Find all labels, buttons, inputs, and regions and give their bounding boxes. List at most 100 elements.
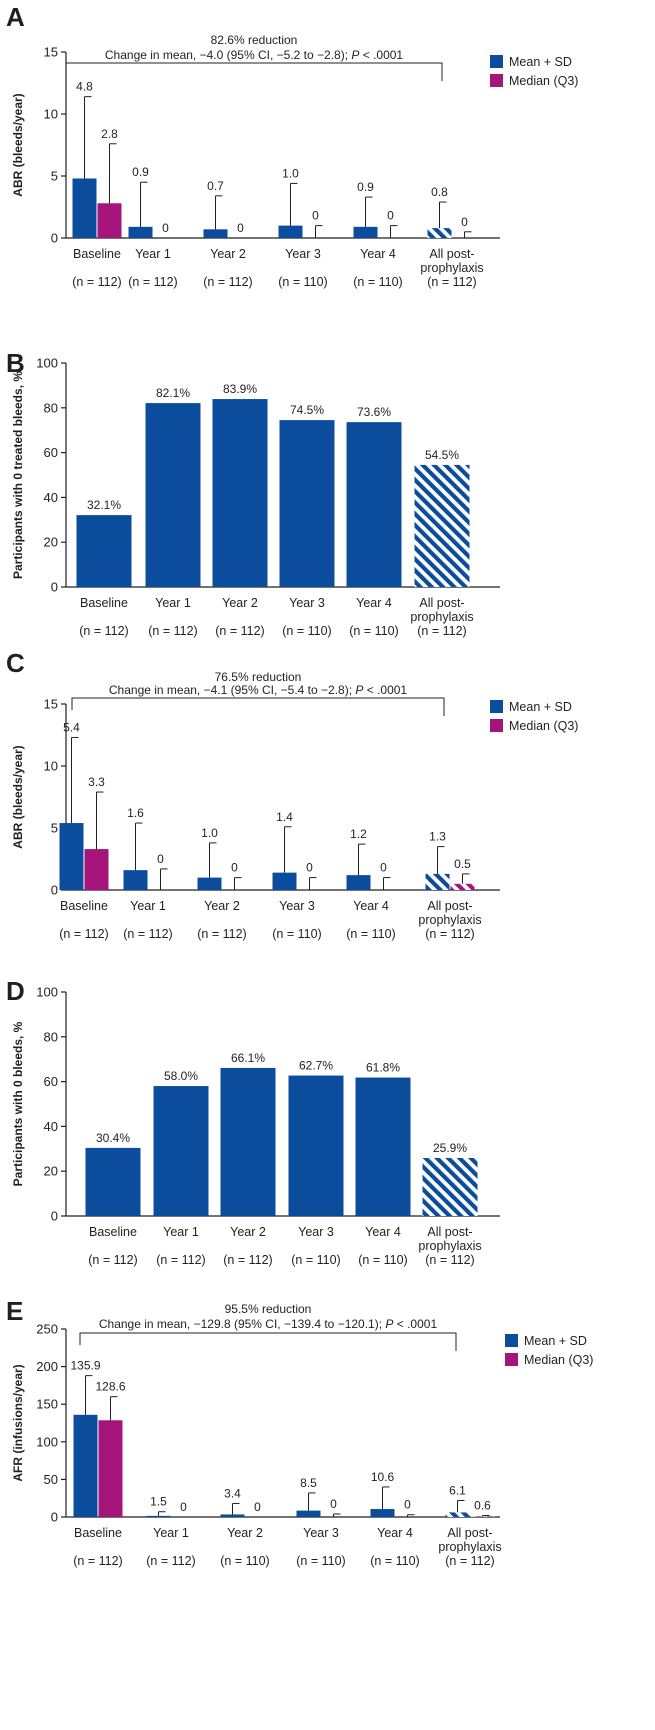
panel-a: A 0 5 10 15 ABR (bleeds/year) 4.8 0.9 0.7 1.0 0.9 0… [6,2,578,289]
data-label: 61.8% [366,1061,400,1075]
annotation-change-text: Change in mean, −4.1 (95% CI, −5.4 to −2… [109,683,356,697]
data-label: 83.9% [223,382,257,396]
data-label: 0 [157,852,164,866]
x-tick-n-label: (n = 110) [278,275,327,289]
annotation-bracket [79,1332,457,1351]
x-tick-label: Year 1 [135,247,171,261]
x-tick-label: Year 2 [227,1526,263,1540]
y-tick-label: 15 [44,45,58,60]
y-tick-label: 0 [51,580,58,595]
panel-d: D 0 20 40 60 80 100 Participants with 0 bleeds,… [6,976,500,1267]
data-label: 0 [231,861,238,875]
annotation-change: Change in mean, −4.1 (95% CI, −5.4 to −2… [109,683,408,697]
y-tick-label: 200 [36,1359,58,1374]
x-tick-n-label: (n = 112) [445,1554,494,1568]
data-label: 0 [306,861,313,875]
data-label: 4.8 [76,80,93,94]
x-tick-n-label: (n = 112) [223,1253,272,1267]
x-tick-n-label: (n = 110) [370,1554,419,1568]
data-label: 0 [254,1500,261,1514]
annotation-bracket [65,62,443,81]
bar [97,203,122,238]
data-label: 73.6% [357,405,391,419]
x-tick-label: Year 3 [289,596,325,610]
data-label: 62.7% [299,1059,333,1073]
bar [370,1509,395,1517]
bar [272,872,297,890]
x-tick-n-label: (n = 110) [272,927,321,941]
bar [278,225,303,238]
data-label: 66.1% [231,1051,265,1065]
y-tick-label: 250 [36,1322,58,1337]
data-label: 6.1 [449,1483,466,1497]
legend-label: Mean + SD [509,700,572,714]
bar [220,1514,245,1517]
annotation-reduction: 95.5% reduction [225,1302,312,1316]
x-tick-label: Baseline [60,899,108,913]
data-label: 5.4 [63,720,80,734]
panel-b: B 0 20 40 60 80 100 Participants with 0 treated… [6,348,500,638]
x-tick-n-label: (n = 112) [88,1253,137,1267]
bar [427,228,452,238]
x-tick-n-label: (n = 112) [203,275,252,289]
data-label: 10.6 [371,1470,395,1484]
x-tick-label: Year 1 [153,1526,189,1540]
y-tick-label: 150 [36,1397,58,1412]
x-tick-n-label: (n = 110) [282,624,331,638]
x-tick-label: Baseline [74,1526,122,1540]
panel-letter: A [6,2,25,32]
legend-label: Median (Q3) [524,1353,593,1367]
legend-label: Mean + SD [509,55,572,69]
data-label: 0.9 [132,165,149,179]
y-tick-label: 20 [44,535,58,550]
data-label: 0 [312,209,319,223]
bar [72,178,97,238]
bar [128,226,153,238]
x-tick-n-label: (n = 112) [425,927,474,941]
x-tick-label: Year 1 [130,899,166,913]
bar [203,229,228,238]
legend-swatch [490,74,503,87]
panel-letter: B [6,348,25,378]
data-label: 128.6 [95,1380,125,1394]
y-tick-label: 0 [51,1510,58,1525]
y-tick-label: 5 [51,821,58,836]
bar [197,877,222,890]
y-tick-label: 5 [51,169,58,184]
data-label: 3.3 [88,775,105,789]
x-tick-n-label: (n = 112) [146,1554,195,1568]
x-tick-n-label: (n = 112) [59,927,108,941]
bar [84,849,109,890]
bar [145,403,201,587]
x-tick-label: Baseline [80,596,128,610]
data-label: 74.5% [290,403,324,417]
x-tick-n-label: (n = 112) [148,624,197,638]
bar [346,875,371,890]
bar [355,1077,411,1216]
x-tick-label: All post-prophylaxis [418,899,481,927]
data-label: 0 [330,1497,337,1511]
y-axis-label: Participants with 0 treated bleeds, % [11,371,25,579]
x-tick-label: Year 2 [230,1225,266,1239]
annotation-p: P [351,48,359,62]
x-tick-label: Year 1 [155,596,191,610]
x-tick-n-label: (n = 110) [358,1253,407,1267]
x-tick-label: Year 4 [356,596,392,610]
annotation-p-value: < .0001 [393,1317,437,1331]
x-tick-n-label: (n = 112) [417,624,466,638]
x-tick-n-label: (n = 110) [353,275,402,289]
bar [414,464,470,587]
bar [288,1075,344,1216]
annotation-p-value: < .0001 [359,48,403,62]
legend-label: Mean + SD [524,1334,587,1348]
y-tick-label: 80 [44,400,58,415]
legend-swatch [505,1334,518,1347]
data-label: 0.8 [431,185,448,199]
y-tick-label: 0 [51,1209,58,1224]
legend-swatch [490,719,503,732]
x-tick-label: Year 1 [163,1225,199,1239]
x-tick-n-label: (n = 110) [291,1253,340,1267]
x-tick-n-label: (n = 112) [128,275,177,289]
data-label: 0 [162,221,169,235]
